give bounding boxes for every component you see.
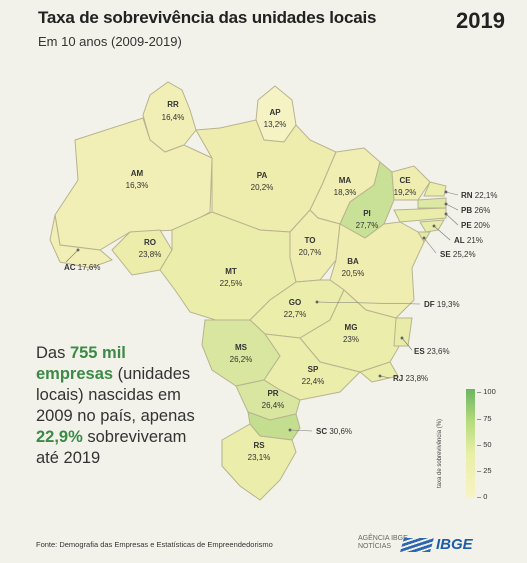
state-label-mt: MT [225, 267, 237, 276]
state-value-go: 22,7% [284, 310, 307, 319]
lead-highlight-755: 755 mil [69, 344, 126, 362]
state-value-ce: 19,2% [394, 188, 417, 197]
lead-part-2: (unidades locais) nascidas em 2009 no pa… [36, 365, 195, 425]
state-value-pi: 27,7% [356, 221, 379, 230]
state-sp [263, 333, 361, 401]
map-subtitle: Em 10 anos (2009-2019) [38, 34, 182, 49]
state-label-ms: MS [235, 343, 248, 352]
callout-pe: PE 20% [461, 221, 490, 230]
legend-title: taxa de sobrevivência (%) [437, 418, 443, 488]
state-value-ro: 23,8% [139, 250, 162, 259]
state-value-to: 20,7% [299, 248, 322, 257]
lead-highlight-rate: 22,9% [36, 428, 83, 446]
legend-color-scale [466, 389, 475, 497]
state-label-mg: MG [345, 323, 358, 332]
lead-highlight-empresas: empresas [36, 365, 114, 383]
state-value-ms: 26,2% [230, 355, 253, 364]
state-value-mg: 23% [343, 335, 359, 344]
callout-al: AL 21% [454, 236, 483, 245]
legend-tick-75: – 75 [477, 414, 492, 423]
legend-tick-100: – 100 [477, 387, 496, 396]
state-label-go: GO [289, 298, 301, 307]
state-label-rs: RS [253, 441, 265, 450]
callout-es: ES 23,6% [414, 347, 450, 356]
state-label-pi: PI [363, 209, 371, 218]
agencia-line-1: AGÊNCIA IBGE [358, 535, 408, 542]
state-label-rr: RR [167, 100, 179, 109]
callout-df: DF 19,3% [424, 300, 460, 309]
state-value-mt: 22,5% [220, 279, 243, 288]
map-title: Taxa de sobrevivência das unidades locai… [38, 8, 377, 27]
state-label-ce: CE [399, 176, 411, 185]
state-rs [221, 423, 297, 501]
state-value-pa: 20,2% [251, 183, 274, 192]
state-value-rs: 23,1% [248, 453, 271, 462]
state-al [419, 219, 445, 233]
year-label: 2019 [456, 8, 505, 33]
state-label-ap: AP [269, 108, 281, 117]
lead-part-3: sobreviveram até 2019 [36, 428, 187, 467]
agencia-ibge-logo: AGÊNCIA IBGE NOTÍCIAS [358, 535, 408, 551]
state-value-ba: 20,5% [342, 269, 365, 278]
callout-ac: AC 17,6% [64, 263, 100, 272]
callout-rj: RJ 23,8% [393, 374, 428, 383]
state-ce [391, 165, 431, 201]
legend-tick-25: – 25 [477, 466, 492, 475]
state-pb [417, 197, 447, 209]
state-value-ma: 18,3% [334, 188, 357, 197]
state-pe [393, 207, 447, 223]
state-rj [358, 361, 399, 383]
source-note: Fonte: Demografia das Empresas e Estatís… [36, 540, 273, 549]
agencia-line-2: NOTÍCIAS [358, 543, 392, 550]
state-label-ba: BA [347, 257, 359, 266]
ibge-stripes-icon [400, 538, 434, 552]
lead-part-1: Das [36, 344, 70, 362]
state-value-am: 16,3% [126, 181, 149, 190]
lead-text: Das 755 mil empresas (unidades locais) n… [36, 343, 211, 469]
callout-se: SE 25,2% [440, 250, 476, 259]
callout-sc: SC 30,6% [316, 427, 352, 436]
state-label-pr: PR [267, 389, 278, 398]
state-label-ma: MA [339, 176, 352, 185]
state-label-am: AM [131, 169, 144, 178]
state-value-pr: 26,4% [262, 401, 285, 410]
ibge-logo: IBGE [436, 536, 473, 553]
legend-tick-0: – 0 [477, 492, 488, 501]
legend-tick-50: – 50 [477, 440, 492, 449]
callout-rn: RN 22,1% [461, 191, 497, 200]
state-es [393, 317, 413, 347]
state-ac [49, 214, 113, 269]
state-label-sp: SP [308, 365, 319, 374]
state-label-to: TO [305, 236, 316, 245]
state-value-ap: 13,2% [264, 120, 287, 129]
state-label-ro: RO [144, 238, 156, 247]
callout-pb: PB 26% [461, 206, 490, 215]
state-value-sp: 22,4% [302, 377, 325, 386]
state-value-rr: 16,4% [162, 113, 185, 122]
state-rn [423, 181, 447, 197]
state-label-pa: PA [257, 171, 268, 180]
